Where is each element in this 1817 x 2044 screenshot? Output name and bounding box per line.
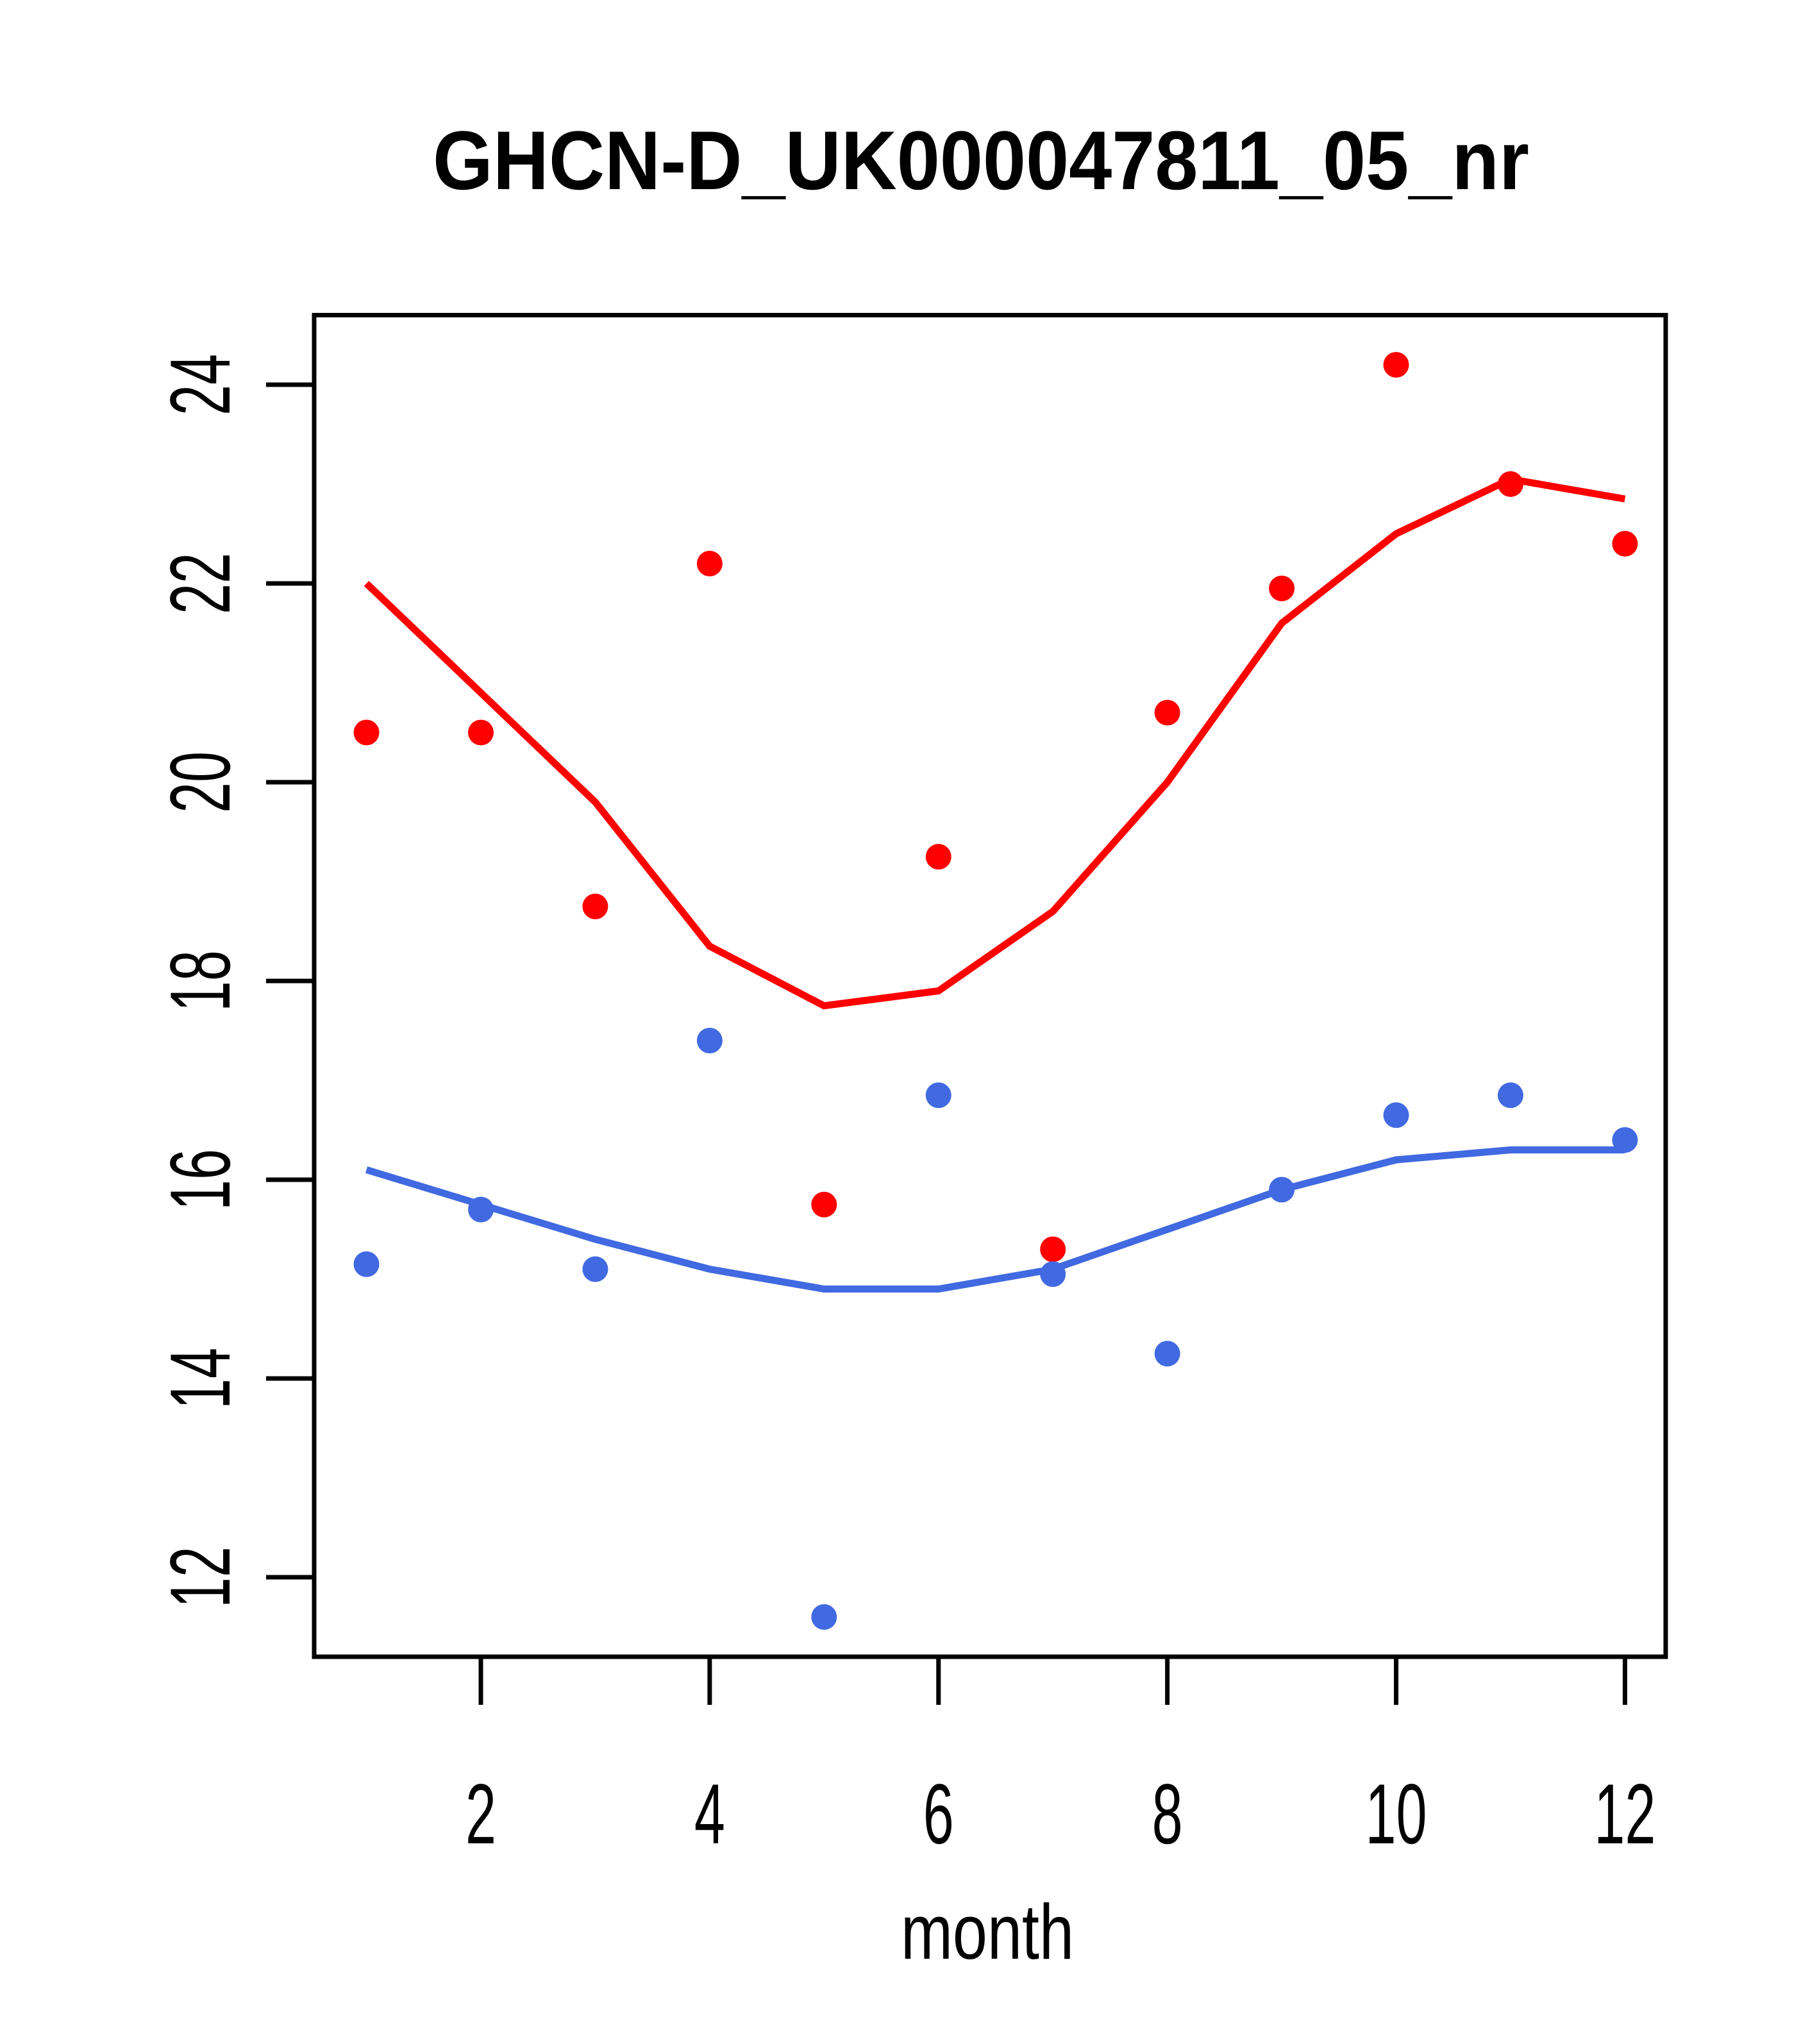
x-tick-label: 2: [465, 1767, 496, 1862]
x-tick-label: 6: [923, 1767, 954, 1862]
blue-monthly-values-loess-line: [365, 1146, 1625, 1293]
x-tick-label: 4: [694, 1767, 725, 1862]
y-tick-label: 14: [153, 1348, 248, 1409]
red-monthly-values-point: [1383, 352, 1409, 378]
red-monthly-values-point: [353, 719, 380, 746]
y-tick-label: 12: [153, 1546, 248, 1608]
chart-title: GHCN-D_UK000047811_05_nr: [433, 113, 1529, 207]
blue-monthly-values-point: [925, 1082, 951, 1109]
red-monthly-values-point: [582, 893, 608, 919]
x-axis-label: month: [901, 1888, 1074, 1975]
x-tick-label: 8: [1152, 1767, 1183, 1862]
blue-monthly-values-point: [1383, 1102, 1409, 1128]
blue-monthly-values-point: [1498, 1082, 1524, 1109]
y-tick-label: 16: [153, 1149, 248, 1210]
red-monthly-values-point: [925, 844, 951, 870]
blue-monthly-values-point: [811, 1604, 837, 1630]
red-monthly-values-point: [696, 551, 723, 576]
blue-monthly-values-point: [1154, 1341, 1180, 1367]
y-tick-label: 20: [153, 751, 248, 813]
blue-monthly-values-point: [582, 1256, 608, 1282]
red-monthly-values-point: [1612, 531, 1638, 557]
blue-monthly-values-point: [353, 1251, 380, 1277]
y-tick-label: 24: [153, 354, 248, 415]
blue-monthly-values-point: [696, 1028, 723, 1053]
x-tick-label: 10: [1366, 1767, 1427, 1862]
y-tick-label: 18: [153, 950, 248, 1012]
red-monthly-values-loess-line: [364, 475, 1626, 1010]
red-monthly-values-point: [1269, 575, 1295, 601]
red-monthly-values-point: [1040, 1236, 1066, 1262]
x-tick-label: 12: [1594, 1767, 1655, 1862]
red-monthly-values-point: [467, 719, 494, 746]
red-monthly-values-point: [1154, 699, 1180, 726]
y-tick-label: 22: [153, 553, 248, 614]
plot-box: [312, 313, 1668, 1659]
red-monthly-values-point: [811, 1191, 837, 1218]
